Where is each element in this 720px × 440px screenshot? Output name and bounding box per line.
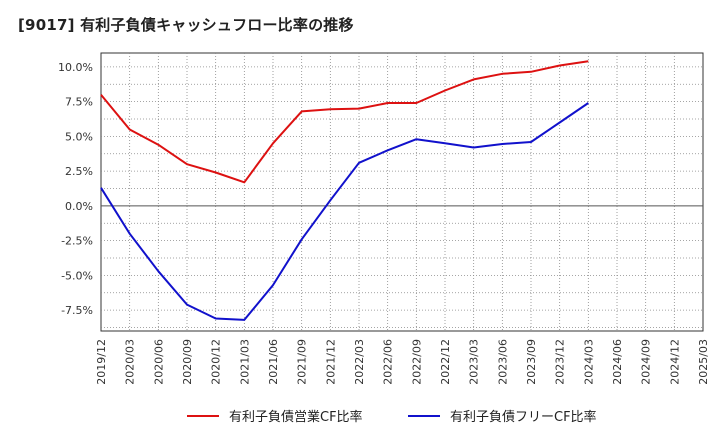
x-tick-label: 2021/12 xyxy=(324,339,337,385)
y-tick-label: 5.0% xyxy=(65,130,93,143)
x-tick-label: 2020/12 xyxy=(210,339,223,385)
x-axis-ticks: 2019/12 2020/03 2020/06 2020/09 2020/12 2021/… xyxy=(95,339,710,385)
x-tick-label: 2024/09 xyxy=(640,339,653,385)
series-line-operating-cf xyxy=(100,60,589,184)
y-tick-label: 0.0% xyxy=(65,200,93,213)
x-tick-label: 2020/06 xyxy=(152,339,165,385)
series-line-free-cf xyxy=(100,102,589,321)
x-tick-label: 2020/09 xyxy=(181,339,194,385)
x-tick-label: 2022/03 xyxy=(353,339,366,385)
x-tick-label: 2019/12 xyxy=(95,339,108,385)
legend-label: 有利子負債営業CF比率 xyxy=(229,409,363,425)
y-tick-label: -5.0% xyxy=(61,269,93,282)
x-tick-label: 2021/03 xyxy=(238,339,251,385)
grid-lines xyxy=(101,53,703,331)
chart-title: [9017] 有利子負債キャッシュフロー比率の推移 xyxy=(18,16,354,34)
x-tick-label: 2024/12 xyxy=(668,339,681,385)
x-tick-label: 2022/12 xyxy=(439,339,452,385)
x-tick-label: 2021/06 xyxy=(267,339,280,385)
x-tick-label: 2021/09 xyxy=(296,339,309,385)
x-tick-label: 2023/09 xyxy=(525,339,538,385)
y-axis-ticks: 10.0% 7.5% 5.0% 2.5% 0.0% -2.5% -5.0% -7.5% xyxy=(58,61,93,317)
x-tick-label: 2024/03 xyxy=(582,339,595,385)
x-tick-label: 2022/06 xyxy=(382,339,395,385)
y-tick-label: 2.5% xyxy=(65,165,93,178)
x-tick-label: 2022/09 xyxy=(410,339,423,385)
x-tick-label: 2020/03 xyxy=(124,339,137,385)
y-tick-label: 7.5% xyxy=(65,96,93,109)
legend-label: 有利子負債フリーCF比率 xyxy=(450,409,597,425)
y-tick-label: -2.5% xyxy=(61,235,93,248)
x-tick-label: 2023/03 xyxy=(468,339,481,385)
legend: 有利子負債営業CF比率 有利子負債フリーCF比率 xyxy=(187,409,597,425)
series-lines xyxy=(100,60,589,321)
plot-area xyxy=(100,52,704,332)
x-tick-label: 2023/06 xyxy=(496,339,509,385)
x-tick-label: 2023/12 xyxy=(554,339,567,385)
x-tick-label: 2025/03 xyxy=(697,339,710,385)
y-tick-label: -7.5% xyxy=(61,304,93,317)
x-tick-label: 2024/06 xyxy=(611,339,624,385)
y-tick-label: 10.0% xyxy=(58,61,93,74)
